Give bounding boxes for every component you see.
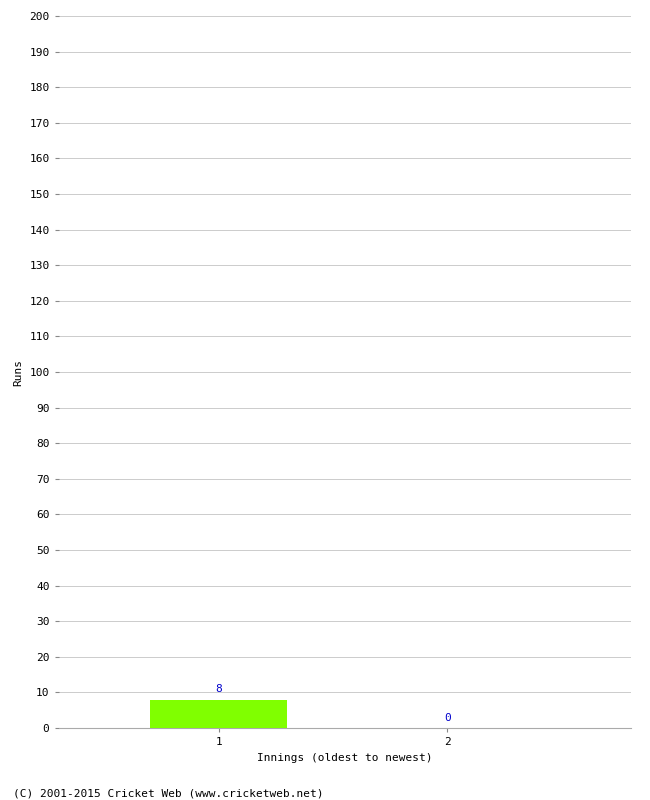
Text: (C) 2001-2015 Cricket Web (www.cricketweb.net): (C) 2001-2015 Cricket Web (www.cricketwe…: [13, 788, 324, 798]
Text: 0: 0: [444, 713, 451, 722]
X-axis label: Innings (oldest to newest): Innings (oldest to newest): [257, 753, 432, 762]
Y-axis label: Runs: Runs: [14, 358, 23, 386]
Text: 8: 8: [215, 684, 222, 694]
Bar: [150, 699, 287, 728]
